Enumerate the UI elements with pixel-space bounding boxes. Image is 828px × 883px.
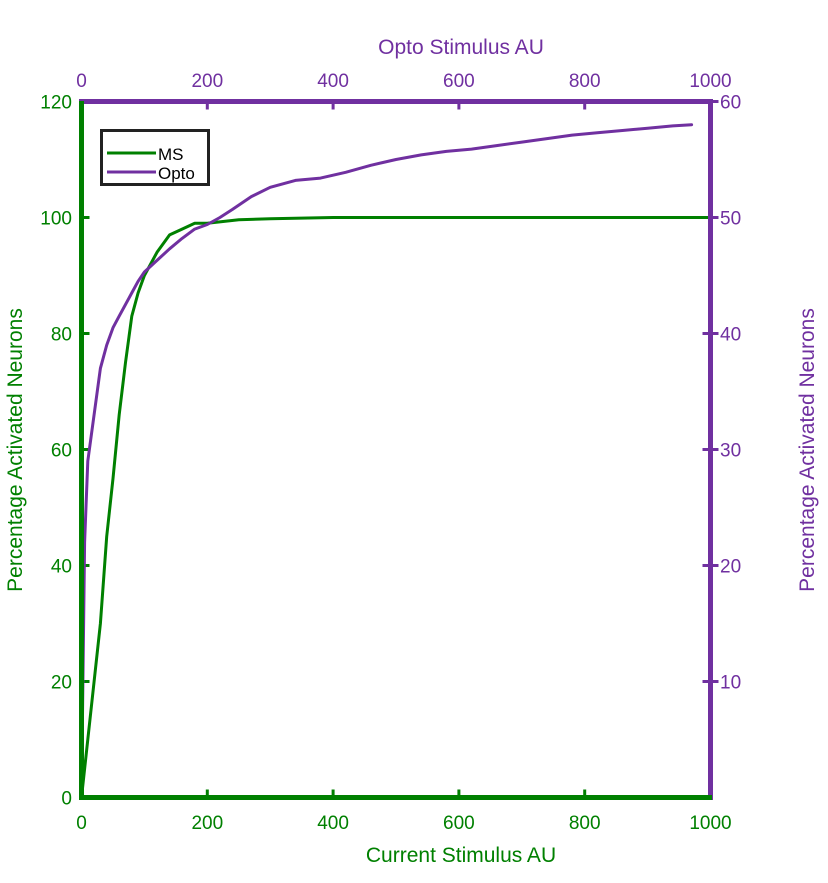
left-axis-tick-label: 0	[61, 789, 72, 810]
left-axis-tick-label: 40	[51, 557, 72, 578]
top-axis-tick-label: 800	[569, 71, 601, 92]
left-axis-tick-label: 20	[51, 673, 72, 694]
top-axis-tick-label: 400	[317, 71, 349, 92]
top-axis-title: Opto Stimulus AU	[378, 36, 544, 59]
right-axis-title: Percentage Activated Neurons	[796, 308, 819, 592]
plot-area: 0 200 400 600 800 1000 0 200 400 600 800 1000 0 20 40 6…	[40, 71, 741, 834]
bottom-axis-title: Current Stimulus AU	[366, 844, 556, 867]
left-axis-tick-label: 100	[40, 209, 72, 230]
right-axis-tick-label: 10	[720, 673, 741, 694]
left-axis-title: Percentage Activated Neurons	[4, 308, 27, 592]
left-axis-tick-label: 60	[51, 441, 72, 462]
left-axis-tick-label: 80	[51, 325, 72, 346]
bottom-axis-tick-label: 1000	[689, 813, 731, 834]
bottom-axis-tick-label: 800	[569, 813, 601, 834]
top-axis-tick-label: 0	[76, 71, 87, 92]
left-axis-tick-label: 120	[40, 93, 72, 114]
bottom-axis-tick-label: 400	[317, 813, 349, 834]
right-axis-tick-label: 20	[720, 557, 741, 578]
legend-opto-label: Opto	[158, 164, 195, 183]
right-axis-tick-label: 40	[720, 325, 741, 346]
top-axis-tick-label: 200	[191, 71, 223, 92]
top-axis-tick-label: 600	[443, 71, 475, 92]
bottom-axis-tick-label: 0	[76, 813, 87, 834]
right-axis-tick-label: 30	[720, 441, 741, 462]
series-line-ms	[80, 216, 712, 799]
top-axis-tick-label: 1000	[689, 71, 731, 92]
bottom-axis-tick-label: 200	[191, 813, 223, 834]
right-axis-tick-label: 50	[720, 209, 741, 230]
right-axis-tick-label: 60	[720, 93, 741, 114]
legend-ms-label: MS	[158, 145, 184, 164]
legend-box	[100, 129, 210, 186]
bottom-axis-tick-label: 600	[443, 813, 475, 834]
legend: MS Opto	[100, 129, 210, 186]
series-line-opto	[80, 123, 694, 799]
